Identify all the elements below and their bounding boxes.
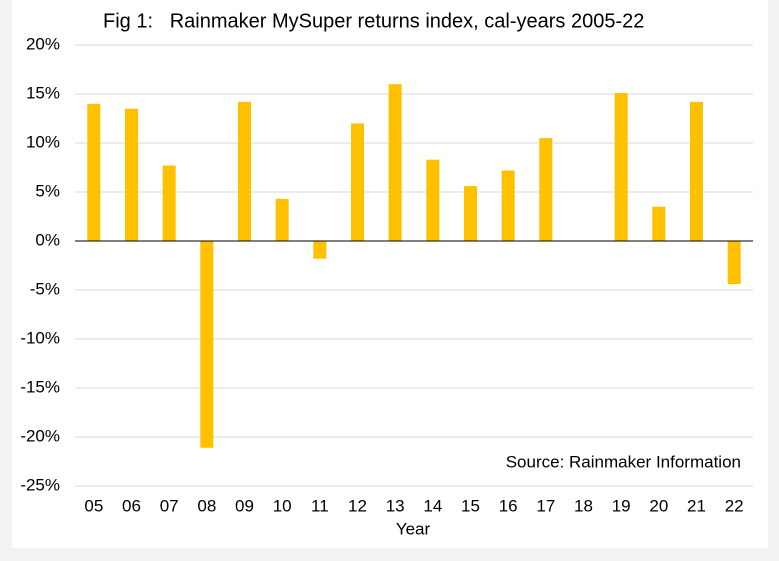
x-tick-label: 10 bbox=[273, 496, 292, 515]
bar bbox=[690, 101, 703, 241]
x-tick-label: 05 bbox=[84, 496, 103, 515]
bar bbox=[727, 241, 741, 285]
bar bbox=[351, 123, 364, 241]
bar bbox=[388, 84, 402, 241]
bar bbox=[501, 170, 515, 241]
x-tick-label: 22 bbox=[725, 496, 744, 515]
bar bbox=[162, 165, 176, 241]
y-tick-label: -5% bbox=[30, 279, 60, 298]
bar bbox=[125, 108, 138, 241]
y-tick-label: -20% bbox=[20, 426, 60, 445]
bar bbox=[238, 101, 251, 241]
bar bbox=[652, 206, 666, 241]
bar bbox=[464, 186, 477, 241]
bar bbox=[614, 93, 628, 242]
x-tick-label: 06 bbox=[122, 496, 141, 515]
x-tick-label: 12 bbox=[348, 496, 367, 515]
y-tick-label: 10% bbox=[26, 132, 60, 151]
x-tick-label: 17 bbox=[536, 496, 555, 515]
chart-title: Fig 1: Rainmaker MySuper returns index, … bbox=[103, 10, 644, 32]
x-tick-label: 14 bbox=[423, 496, 442, 515]
y-tick-label: -15% bbox=[20, 377, 60, 396]
bar bbox=[275, 198, 289, 241]
x-tick-label: 20 bbox=[649, 496, 668, 515]
x-axis-title: Year bbox=[396, 519, 431, 538]
y-tick-label: -25% bbox=[20, 475, 60, 494]
x-tick-label: 15 bbox=[461, 496, 480, 515]
bar bbox=[200, 241, 214, 448]
y-tick-label: 20% bbox=[26, 34, 60, 53]
x-tick-label: 07 bbox=[160, 496, 179, 515]
x-tick-label: 09 bbox=[235, 496, 254, 515]
x-tick-label: 08 bbox=[197, 496, 216, 515]
y-tick-label: 5% bbox=[35, 181, 60, 200]
y-tick-label: -10% bbox=[20, 328, 60, 347]
x-tick-label: 16 bbox=[499, 496, 518, 515]
bar bbox=[87, 103, 101, 241]
source-note: Source: Rainmaker Information bbox=[506, 452, 741, 471]
y-tick-label: 0% bbox=[35, 230, 60, 249]
y-tick-label: 15% bbox=[26, 83, 60, 102]
bar bbox=[313, 241, 327, 259]
bar bbox=[539, 138, 553, 241]
x-tick-label: 19 bbox=[612, 496, 631, 515]
x-tick-label: 13 bbox=[386, 496, 405, 515]
x-tick-label: 21 bbox=[687, 496, 706, 515]
x-tick-label: 18 bbox=[574, 496, 593, 515]
x-tick-label: 11 bbox=[311, 496, 329, 515]
bar bbox=[426, 159, 440, 241]
